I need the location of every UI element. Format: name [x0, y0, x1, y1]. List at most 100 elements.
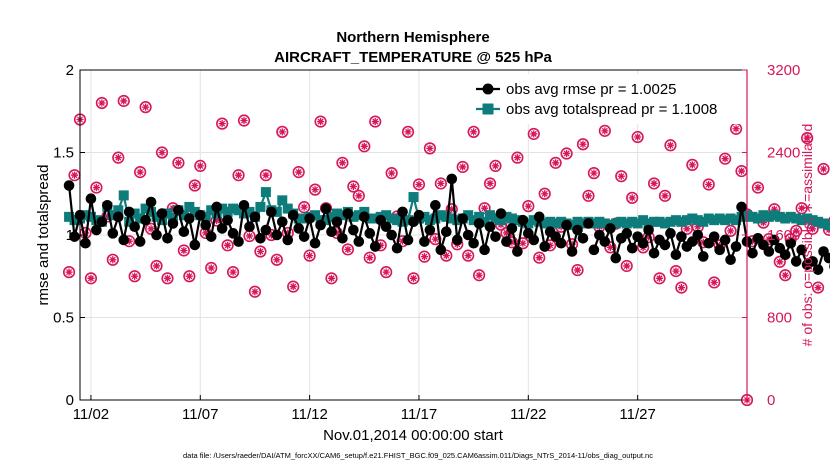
rmse-point [276, 216, 288, 228]
totalspread-point [452, 215, 463, 226]
assimilated-obs-point [705, 180, 713, 189]
possible-obs-point [95, 96, 108, 110]
rmse-point [282, 234, 294, 246]
possible-obs-point [347, 180, 360, 193]
assimilated-obs-point [333, 229, 341, 237]
rmse-point [512, 246, 523, 257]
possible-obs-point [790, 224, 803, 237]
assimilated-obs-point [409, 274, 418, 282]
possible-obs-point [380, 266, 393, 279]
assimilated-obs-point [508, 238, 516, 246]
rmse-point [369, 241, 381, 252]
rmse-point [637, 237, 649, 249]
totalspread-point [146, 206, 157, 217]
totalspread-point [594, 216, 605, 227]
rmse-point [342, 208, 354, 219]
rmse-point [358, 211, 370, 223]
totalspread-point [736, 211, 747, 222]
totalspread-point [632, 218, 643, 229]
totalspread-point [714, 213, 725, 224]
x-tick-label: 11/22 [510, 406, 546, 423]
assimilated-obs-point [114, 154, 122, 162]
rmse-point [162, 233, 173, 244]
totalspread-point [140, 203, 151, 214]
possible-obs-point [478, 202, 491, 215]
rmse-point [676, 231, 687, 242]
rmse-point [823, 252, 830, 264]
totalspread-point [649, 216, 660, 227]
totalspread-point [659, 218, 670, 229]
rmse-point [85, 193, 97, 204]
rmse-point [790, 256, 802, 267]
assimilated-obs-point [502, 229, 511, 237]
totalspread-point [397, 216, 408, 227]
rmse-point [555, 237, 567, 249]
possible-obs-point [647, 177, 661, 190]
totalspread-point [698, 216, 709, 227]
totalspread-point [818, 218, 829, 229]
possible-obs-point [462, 249, 475, 262]
assimilated-obs-point [355, 192, 363, 200]
totalspread-point [463, 210, 474, 221]
rmse-point [107, 228, 119, 239]
legend-spread-marker [482, 103, 494, 115]
totalspread-point [528, 215, 539, 226]
rmse-point [736, 201, 747, 213]
assimilated-obs-point [295, 168, 303, 176]
assimilated-obs-point [158, 148, 166, 157]
rmse-point [424, 224, 436, 236]
assimilated-obs-point [437, 179, 445, 188]
assimilated-obs-point [754, 183, 762, 192]
assimilated-obs-point [262, 171, 270, 179]
possible-obs-point [177, 244, 190, 257]
totalspread-point [802, 213, 813, 224]
possible-obs-point [90, 181, 103, 194]
rmse-point [430, 200, 441, 211]
possible-obs-point [434, 177, 447, 190]
totalspread-point [293, 213, 304, 224]
totalspread-point [780, 213, 791, 224]
assimilated-obs-point [120, 97, 128, 105]
rmse-point [255, 233, 266, 244]
y-tick-label-left: 2 [66, 62, 74, 79]
assimilated-obs-point [661, 192, 669, 200]
rmse-point [599, 236, 611, 247]
possible-obs-point [429, 233, 442, 246]
assimilated-obs-point [207, 264, 215, 272]
rmse-point [227, 228, 239, 239]
x-tick-label: 11/27 [619, 406, 655, 423]
possible-obs-point [702, 178, 715, 191]
totalspread-point [321, 215, 332, 226]
totalspread-point [310, 210, 321, 221]
totalspread-point [403, 215, 414, 226]
assimilated-obs-point [87, 274, 95, 282]
possible-obs-point [385, 167, 398, 180]
totalspread-point [430, 213, 441, 224]
assimilated-obs-point [388, 169, 396, 177]
y-tick-label-left: 0 [66, 392, 74, 409]
totalspread-point [627, 216, 638, 227]
assimilated-obs-point [524, 202, 532, 210]
assimilated-obs-point [666, 141, 675, 149]
assimilated-obs-point [628, 194, 636, 202]
assimilated-obs-point [759, 219, 768, 227]
assimilated-obs-point [371, 117, 379, 126]
assimilated-obs-point [213, 216, 221, 225]
chart-title: Northern Hemisphere [336, 29, 489, 46]
totalspread-point [763, 211, 774, 222]
assimilated-obs-point [726, 227, 735, 235]
rmse-point [506, 223, 518, 234]
assimilated-obs-point [70, 171, 79, 179]
assimilated-obs-point [152, 262, 161, 270]
assimilated-obs-point [617, 172, 625, 180]
possible-obs-point [686, 158, 699, 171]
totalspread-point [441, 211, 452, 222]
assimilated-obs-point [601, 127, 609, 135]
totalspread-point [807, 215, 818, 226]
rmse-point [714, 244, 725, 256]
y-tick-label-right: 800 [767, 310, 792, 327]
assimilated-obs-point [180, 246, 188, 255]
rmse-point [380, 221, 392, 233]
rmse-point [402, 234, 414, 246]
assimilated-obs-point [634, 133, 642, 141]
